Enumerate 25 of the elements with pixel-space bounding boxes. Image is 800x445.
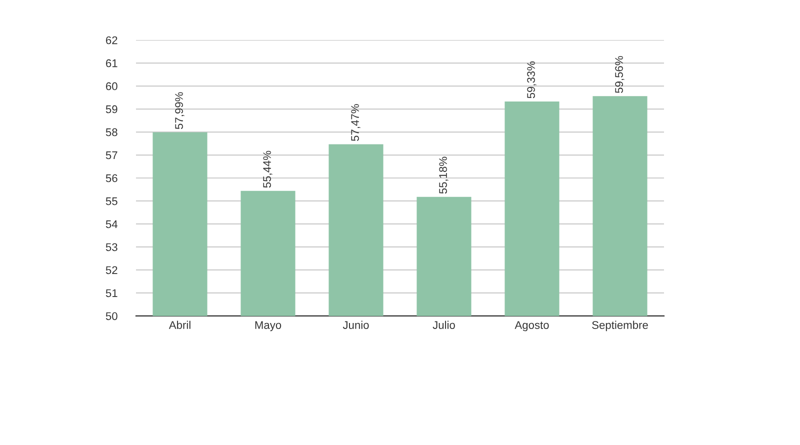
y-tick-label: 58: [106, 128, 118, 136]
y-tick-label: 61: [106, 59, 118, 68]
y-tick-label: 59: [106, 105, 118, 114]
data-label: 55,44%: [263, 150, 272, 188]
y-tick-label: 51: [106, 289, 118, 298]
y-tick-label: 60: [106, 82, 118, 90]
x-tick-label: Abril: [168, 320, 190, 329]
x-tick-label: Junio: [342, 320, 369, 329]
y-tick-label: 52: [106, 266, 118, 274]
y-tick-label: 55: [106, 197, 118, 206]
y-tick-label: 62: [106, 36, 118, 44]
x-tick-label: Septiembre: [592, 320, 648, 332]
data-label: 57,47%: [351, 104, 360, 141]
y-tick-label: 53: [106, 243, 118, 252]
data-label: 57,99%: [175, 92, 184, 130]
y-tick-label: 50: [106, 312, 118, 320]
y-tick-label: 54: [106, 220, 118, 228]
x-tick-label: Agosto: [514, 321, 549, 332]
x-tick-label: Julio: [432, 320, 455, 329]
y-tick-label: 56: [106, 174, 118, 182]
data-label: 59,56%: [615, 56, 624, 93]
data-label: 59,33%: [527, 61, 536, 98]
y-tick-label: 57: [106, 151, 118, 160]
x-tick-label: Mayo: [255, 321, 282, 332]
data-label: 55,18%: [439, 156, 448, 194]
